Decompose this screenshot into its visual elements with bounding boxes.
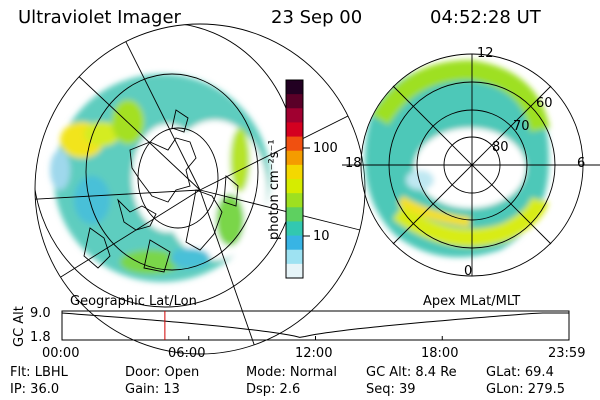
right-projection-title: Apex MLat/MLT [423, 294, 521, 309]
info-door: Door: Open [125, 365, 200, 380]
date-label: 23 Sep 00 [271, 7, 363, 28]
colorbar-tick-100: 100 [313, 141, 338, 156]
colorbar-swatch [286, 80, 303, 95]
x-tick-label-0000: 00:00 [42, 346, 80, 361]
mlat-mlt-grid [342, 53, 600, 277]
mlat-label-80: 80 [492, 140, 509, 155]
colorbar-swatch [286, 179, 303, 194]
colorbar-swatch [286, 122, 303, 138]
mlat-label-60: 60 [536, 96, 553, 111]
colorbar [285, 79, 304, 279]
info-ip: IP: 36.0 [10, 382, 60, 397]
altitude-ymin: 1.8 [30, 330, 51, 345]
info-gain: Gain: 13 [125, 382, 180, 397]
info-seq: Seq: 39 [366, 382, 416, 397]
mlat-label-70: 70 [513, 119, 530, 134]
mlt-label-0: 0 [464, 264, 473, 279]
colorbar-swatch [286, 108, 303, 124]
mlt-label-12: 12 [477, 46, 494, 61]
info-flt: Flt: LBHL [10, 365, 68, 380]
mlt-label-18: 18 [345, 156, 362, 171]
colorbar-swatch [286, 136, 303, 152]
altitude-ylabel: GC Alt [12, 306, 27, 347]
info-mode: Mode: Normal [246, 365, 337, 380]
colorbar-swatch [286, 249, 303, 265]
colorbar-swatch [286, 164, 303, 180]
time-label: 04:52:28 UT [430, 7, 541, 28]
x-tick-label-2359: 23:59 [548, 346, 586, 361]
colorbar-tick-10: 10 [313, 229, 330, 244]
mlt-label-6: 6 [577, 156, 586, 171]
info-glat: GLat: 69.4 [486, 365, 554, 380]
colorbar-swatch [286, 193, 303, 208]
colorbar-swatch [286, 235, 303, 251]
info-gc-alt: GC Alt: 8.4 Re [366, 365, 457, 380]
colorbar-swatch [286, 150, 303, 166]
altitude-plot [61, 310, 570, 341]
colorbar-swatch [286, 94, 303, 109]
colorbar-swatch [286, 263, 303, 279]
colorbar-swatch [286, 207, 303, 223]
colorbar-unit-label: photon cm⁻²s⁻¹ [267, 139, 282, 240]
mlt-auroral-image [364, 59, 550, 258]
x-tick-label-1200: 12:00 [295, 346, 333, 361]
left-projection-title: Geographic Lat/Lon [70, 294, 197, 309]
x-tick-label-1800: 18:00 [421, 346, 459, 361]
colorbar-swatch [286, 221, 303, 237]
geographic-auroral-image [35, 24, 361, 354]
info-dsp: Dsp: 2.6 [246, 382, 301, 397]
instrument-title: Ultraviolet Imager [18, 7, 181, 28]
x-tick-label-0600: 06:00 [168, 346, 206, 361]
altitude-ymax: 9.0 [30, 306, 51, 321]
info-glon: GLon: 279.5 [486, 382, 566, 397]
